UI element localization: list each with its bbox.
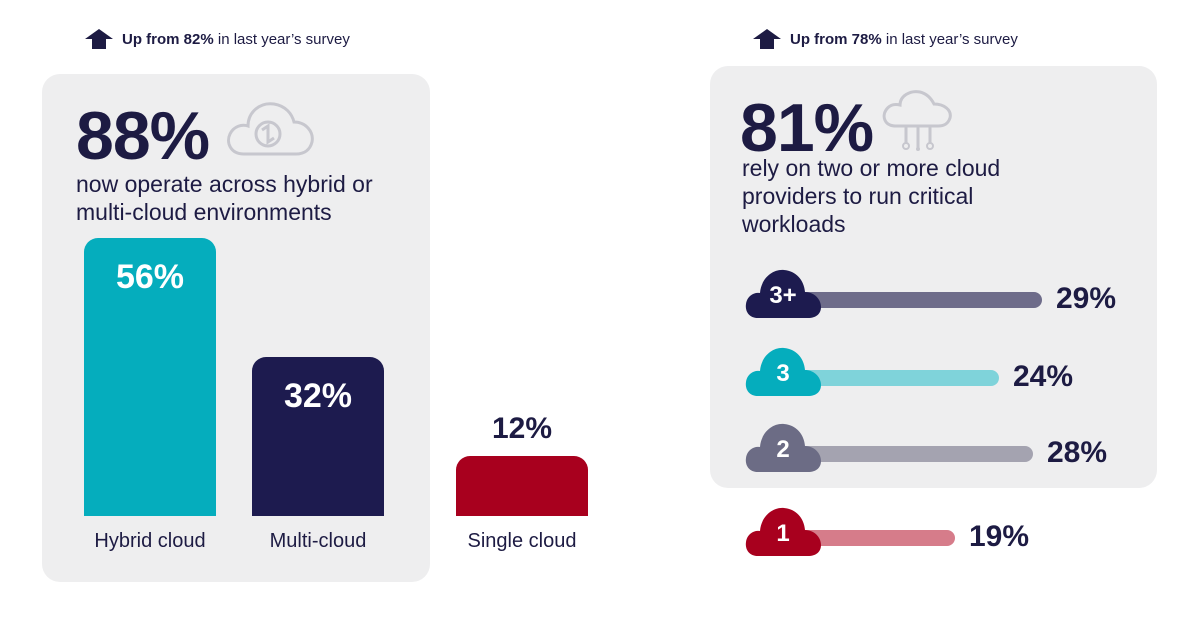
hbar-4 (790, 530, 955, 546)
left-survey-note: Up from 82% in last year’s survey (84, 28, 350, 50)
right-survey-note: Up from 78% in last year’s survey (752, 28, 1018, 50)
right-note-suffix: in last year’s survey (881, 30, 1018, 48)
left-note-suffix: in last year’s survey (213, 30, 350, 48)
bar-category-label: Single cloud (467, 530, 577, 552)
right-headline-percent: 81% (740, 90, 874, 166)
right-headline-description: rely on two or more cloud providers to r… (742, 155, 1001, 237)
bar-category-label: Multi-cloud (269, 530, 367, 552)
provider-count-label: 3+ (769, 282, 797, 309)
provider-count-cloud-icon: 1 (744, 504, 822, 560)
up-arrow-icon (753, 29, 781, 49)
bar-multi-cloud: 32% (252, 357, 384, 516)
provider-count-cloud-icon: 3 (744, 344, 822, 400)
cloud-network-icon (882, 90, 952, 151)
left-headline-percent: 88% (76, 98, 210, 174)
provider-count-label: 1 (776, 520, 790, 547)
provider-count-cloud-icon: 3+ (744, 266, 822, 322)
bar-value-label: 56% (115, 258, 185, 296)
bar-value-label: 12% (491, 412, 553, 445)
left-headline-description: now operate across hybrid or multi-cloud… (76, 171, 373, 225)
bar-single-cloud (456, 456, 588, 516)
hbar-3 (790, 446, 1033, 462)
hbar-value-label: 19% (969, 520, 1030, 553)
cloud-sync-icon (227, 102, 314, 156)
up-arrow-icon (85, 29, 113, 49)
hbar-value-label: 28% (1047, 436, 1108, 469)
provider-count-label: 3 (776, 360, 790, 387)
hbar-2 (790, 370, 999, 386)
left-note-prefix: Up from 82% (122, 30, 214, 48)
bar-hybrid-cloud: 56% (84, 238, 216, 516)
left-panel: 88% now operate across hybrid or multi-c… (42, 74, 588, 582)
bar-category-label: Hybrid cloud (94, 530, 206, 552)
provider-count-label: 2 (776, 436, 790, 463)
hbar-value-label: 29% (1056, 282, 1117, 315)
hbar-value-label: 24% (1013, 360, 1074, 393)
hbar-1 (790, 292, 1042, 308)
right-note-prefix: Up from 78% (790, 30, 882, 48)
provider-count-cloud-icon: 2 (744, 420, 822, 476)
bar-value-label: 32% (283, 377, 353, 415)
